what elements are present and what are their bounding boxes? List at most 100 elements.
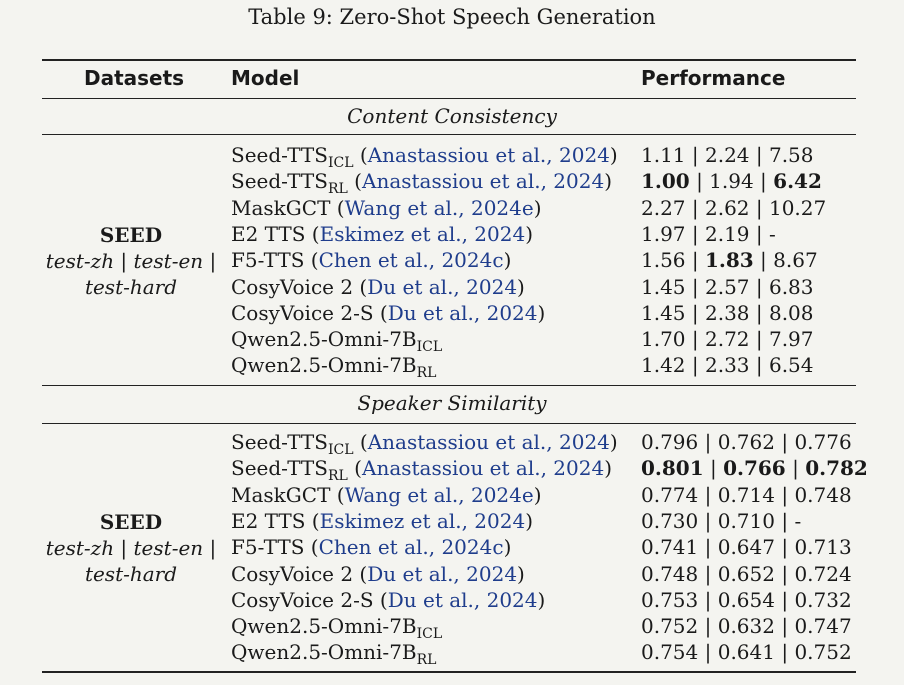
- table-row: E2 TTS (Eskimez et al., 2024) 0.730 | 0.7…: [0, 509, 904, 535]
- metric-value: 0.796: [641, 430, 699, 454]
- metric-value: 0.748: [794, 482, 852, 507]
- model-name: Qwen2.5-Omni-7BICL: [231, 327, 442, 355]
- metric-value: -: [794, 508, 802, 533]
- table-caption: Table 9: Zero-Shot Speech Generation: [248, 5, 656, 29]
- metric-value: 0.753: [641, 587, 699, 612]
- metric-value: 1.42: [641, 353, 686, 378]
- model-base: F5-TTS: [231, 248, 305, 273]
- metric-value: 7.97: [768, 327, 814, 352]
- citation-link: Anastassiou et al., 2024: [367, 430, 610, 454]
- model-subscript: RL: [327, 181, 348, 198]
- table-row: Seed-TTSRL (Anastassiou et al., 2024) 0.8…: [0, 456, 904, 484]
- model-name: E2 TTS (Eskimez et al., 2024): [231, 222, 533, 246]
- metric-value: 1.94: [709, 169, 754, 194]
- separator: |: [774, 508, 795, 533]
- header-performance: Performance: [641, 66, 786, 90]
- model-name: Seed-TTSRL (Anastassiou et al., 2024): [231, 169, 612, 197]
- metric-value: 0.730: [641, 508, 699, 533]
- metric-value: 0.766: [723, 456, 786, 481]
- metric-value: 0.748: [641, 561, 699, 586]
- table-row: MaskGCT (Wang et al., 2024e) 0.774 | 0.71…: [0, 483, 904, 509]
- separator: |: [749, 274, 769, 299]
- metric-value: 2.72: [704, 327, 750, 352]
- citation-link: Chen et al., 2024c: [318, 535, 504, 560]
- citation-paren: ): [604, 456, 613, 481]
- model-base: Qwen2.5-Omni-7B: [231, 327, 417, 352]
- separator: |: [774, 640, 795, 665]
- metric-value: 0.714: [717, 482, 775, 507]
- separator: |: [685, 327, 705, 352]
- metric-value: 2.33: [704, 353, 750, 378]
- citation-link: Eskimez et al., 2024: [319, 221, 526, 246]
- section-end-rule: [42, 385, 856, 386]
- separator: |: [749, 300, 769, 325]
- performance-values: 0.801 | 0.766 | 0.782: [641, 456, 868, 480]
- separator: |: [685, 143, 705, 167]
- separator: |: [749, 195, 769, 220]
- section-rule: [42, 134, 856, 135]
- top-rule: [42, 59, 856, 61]
- performance-values: 0.730 | 0.710 | -: [641, 509, 801, 533]
- table-row: E2 TTS (Eskimez et al., 2024) 1.97 | 2.19…: [0, 222, 904, 248]
- performance-values: 2.27 | 2.62 | 10.27: [641, 196, 826, 220]
- dataset-splits: test-hard: [84, 275, 178, 299]
- model-name: Qwen2.5-Omni-7BICL: [231, 614, 442, 642]
- model-subscript: RL: [327, 468, 348, 485]
- separator: |: [685, 221, 705, 246]
- bottom-rule: [42, 671, 856, 673]
- performance-values: 1.00 | 1.94 | 6.42: [641, 169, 822, 193]
- separator: |: [698, 614, 718, 639]
- citation-link: Du et al., 2024: [367, 561, 518, 586]
- metric-value: 1.83: [704, 248, 754, 273]
- model-base: CosyVoice 2: [231, 561, 354, 586]
- citation-link: Wang et al., 2024e: [344, 482, 534, 507]
- table-row: F5-TTS (Chen et al., 2024c) 0.741 | 0.647…: [0, 535, 904, 561]
- citation-paren: ): [609, 143, 618, 167]
- model-name: Seed-TTSRL (Anastassiou et al., 2024): [231, 456, 612, 484]
- citation-paren: (: [353, 430, 368, 454]
- citation-paren: ): [517, 274, 525, 299]
- model-name: CosyVoice 2 (Du et al., 2024): [231, 562, 525, 586]
- separator: |: [685, 300, 705, 325]
- separator: |: [689, 169, 710, 194]
- header-rule: [42, 98, 856, 99]
- metric-value: 1.00: [641, 169, 690, 194]
- citation-paren: (: [347, 456, 362, 481]
- table-row: Qwen2.5-Omni-7BICL 0.752 | 0.632 | 0.747: [0, 614, 904, 642]
- separator: |: [698, 482, 718, 507]
- metric-value: 1.11: [641, 143, 686, 167]
- citation-paren: ): [525, 508, 534, 533]
- section-title: Content Consistency: [347, 104, 557, 128]
- citation-paren: ): [503, 248, 512, 273]
- metric-value: 0.741: [641, 535, 699, 560]
- metric-value: 1.45: [641, 274, 686, 299]
- model-base: Seed-TTS: [231, 143, 328, 167]
- model-base: E2 TTS: [231, 221, 306, 246]
- dataset-splits: test-hard: [84, 562, 178, 586]
- model-name: Seed-TTSICL (Anastassiou et al., 2024): [231, 430, 618, 458]
- metric-value: 0.774: [641, 482, 699, 507]
- metric-value: 8.67: [773, 248, 818, 273]
- metric-value: 1.97: [641, 221, 686, 246]
- model-base: MaskGCT: [231, 195, 331, 220]
- separator: |: [703, 456, 724, 481]
- citation-link: Du et al., 2024: [387, 300, 538, 325]
- metric-value: 10.27: [768, 195, 827, 220]
- table-row: Qwen2.5-Omni-7BRL 1.42 | 2.33 | 6.54: [0, 353, 904, 381]
- metric-value: 0.762: [717, 430, 775, 454]
- model-base: CosyVoice 2-S: [231, 300, 374, 325]
- citation-link: Du et al., 2024: [387, 587, 538, 612]
- metric-value: -: [768, 221, 776, 246]
- table-row: MaskGCT (Wang et al., 2024e) 2.27 | 2.62 …: [0, 196, 904, 222]
- metric-value: 0.713: [794, 535, 852, 560]
- citation-paren: ): [517, 561, 525, 586]
- performance-values: 0.741 | 0.647 | 0.713: [641, 535, 852, 559]
- metric-value: 6.54: [768, 353, 814, 378]
- model-base: F5-TTS: [231, 535, 305, 560]
- citation-link: Anastassiou et al., 2024: [367, 143, 610, 167]
- model-name: CosyVoice 2-S (Du et al., 2024): [231, 588, 545, 612]
- separator: |: [774, 482, 795, 507]
- citation-paren: ): [604, 169, 613, 194]
- model-name: Seed-TTSICL (Anastassiou et al., 2024): [231, 143, 618, 171]
- table-row: CosyVoice 2-S (Du et al., 2024) 1.45 | 2.…: [0, 301, 904, 327]
